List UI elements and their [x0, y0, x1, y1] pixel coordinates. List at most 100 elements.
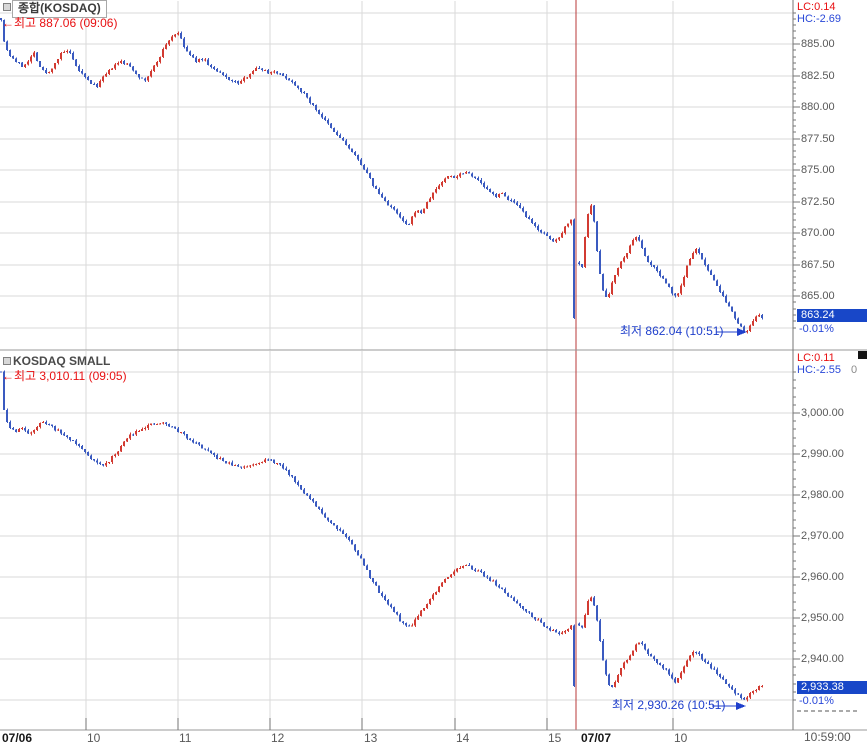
candle-body [408, 223, 410, 225]
candle-body [501, 193, 503, 195]
candle-body [132, 434, 134, 436]
candle-body [216, 68, 218, 72]
candle-body [84, 73, 86, 78]
y-axis-label: 885.00 [801, 38, 835, 50]
candle-body [695, 651, 697, 653]
candle-wick [259, 462, 260, 466]
candle-body [384, 197, 386, 202]
candle-body [531, 219, 533, 223]
candle-body [570, 625, 572, 629]
candle-body [177, 428, 179, 433]
candle-body [581, 625, 583, 628]
candle-body [180, 432, 182, 434]
candle-body [216, 455, 218, 459]
candle-body [444, 178, 446, 183]
pane1-title[interactable]: 종합(KOSDAQ) [12, 0, 107, 18]
candle-body [704, 659, 706, 663]
candle-body [171, 36, 173, 41]
candle-body [719, 286, 721, 293]
candle-body [450, 175, 452, 177]
candle-body [626, 659, 628, 663]
candle-body [617, 268, 619, 276]
candle-body [15, 58, 17, 63]
candle-body [581, 264, 583, 268]
candle-body [195, 442, 197, 444]
candle-body [165, 422, 167, 425]
pane2-low-annotation: 최저 2,930.26 (10:51) [612, 698, 726, 712]
candle-body [39, 422, 41, 427]
pane1-low-annotation: 최저 862.04 (10:51) [620, 324, 724, 338]
candle-body [81, 446, 83, 449]
candle-body [626, 253, 628, 258]
candle-body [567, 628, 569, 632]
candle-body [210, 450, 212, 453]
candle-body [701, 654, 703, 660]
candle-body [54, 63, 56, 69]
candle-body [249, 465, 251, 467]
candle-body [671, 287, 673, 294]
candle-body [635, 644, 637, 651]
candle-body [195, 57, 197, 62]
candle-body [99, 81, 101, 87]
low-arrow-head [737, 328, 747, 336]
candle-body [30, 432, 32, 434]
candle-body [546, 626, 548, 628]
candle-body [369, 172, 371, 179]
candle-body [321, 508, 323, 514]
candle-body [375, 581, 377, 586]
x-axis-label: 14 [456, 731, 470, 745]
candle-body [180, 33, 182, 39]
candle-body [135, 431, 137, 435]
y-axis-label: 872.50 [801, 196, 835, 208]
candle-body [234, 81, 236, 83]
candle-body [504, 193, 506, 197]
candle-body [531, 612, 533, 618]
candle-body [57, 429, 59, 431]
candle-body [450, 574, 452, 577]
y-axis-label: 2,970.00 [801, 530, 844, 542]
candle-body [378, 188, 380, 194]
candle-body [510, 199, 512, 201]
candle-body [546, 233, 548, 236]
candle-body [12, 428, 14, 430]
candle-body [18, 62, 20, 64]
candle-body [93, 83, 95, 85]
candle-body [0, 371, 2, 373]
candle-body [605, 660, 607, 675]
candle-body [198, 59, 200, 62]
candle-body [141, 77, 143, 79]
candle-body [264, 459, 266, 462]
candle-body [270, 459, 272, 461]
candle-body [297, 85, 299, 88]
candle-body [516, 202, 518, 205]
candle-body [156, 61, 158, 66]
candle-body [462, 173, 464, 175]
candle-body [528, 611, 530, 613]
candle-body [96, 460, 98, 463]
candle-body [159, 423, 161, 425]
candle-body [45, 421, 47, 425]
candle-body [737, 318, 739, 324]
candle-body [429, 598, 431, 605]
candle-body [561, 232, 563, 238]
candle-body [354, 152, 356, 155]
candle-body [573, 219, 575, 319]
candle-body [596, 221, 598, 251]
candle-body [620, 668, 622, 675]
candle-body [90, 455, 92, 460]
candle-body [30, 56, 32, 62]
candle-body [312, 103, 314, 105]
candle-wick [529, 611, 530, 614]
candle-body [501, 587, 503, 589]
candle-body [240, 80, 242, 84]
candle-body [695, 249, 697, 253]
candle-body [360, 555, 362, 559]
candle-body [102, 463, 104, 466]
candle-body [228, 77, 230, 81]
pane2-title[interactable]: KOSDAQ SMALL [13, 354, 111, 368]
candle-body [411, 216, 413, 225]
candle-body [336, 131, 338, 135]
candle-body [587, 213, 589, 238]
candle-body [578, 623, 580, 626]
